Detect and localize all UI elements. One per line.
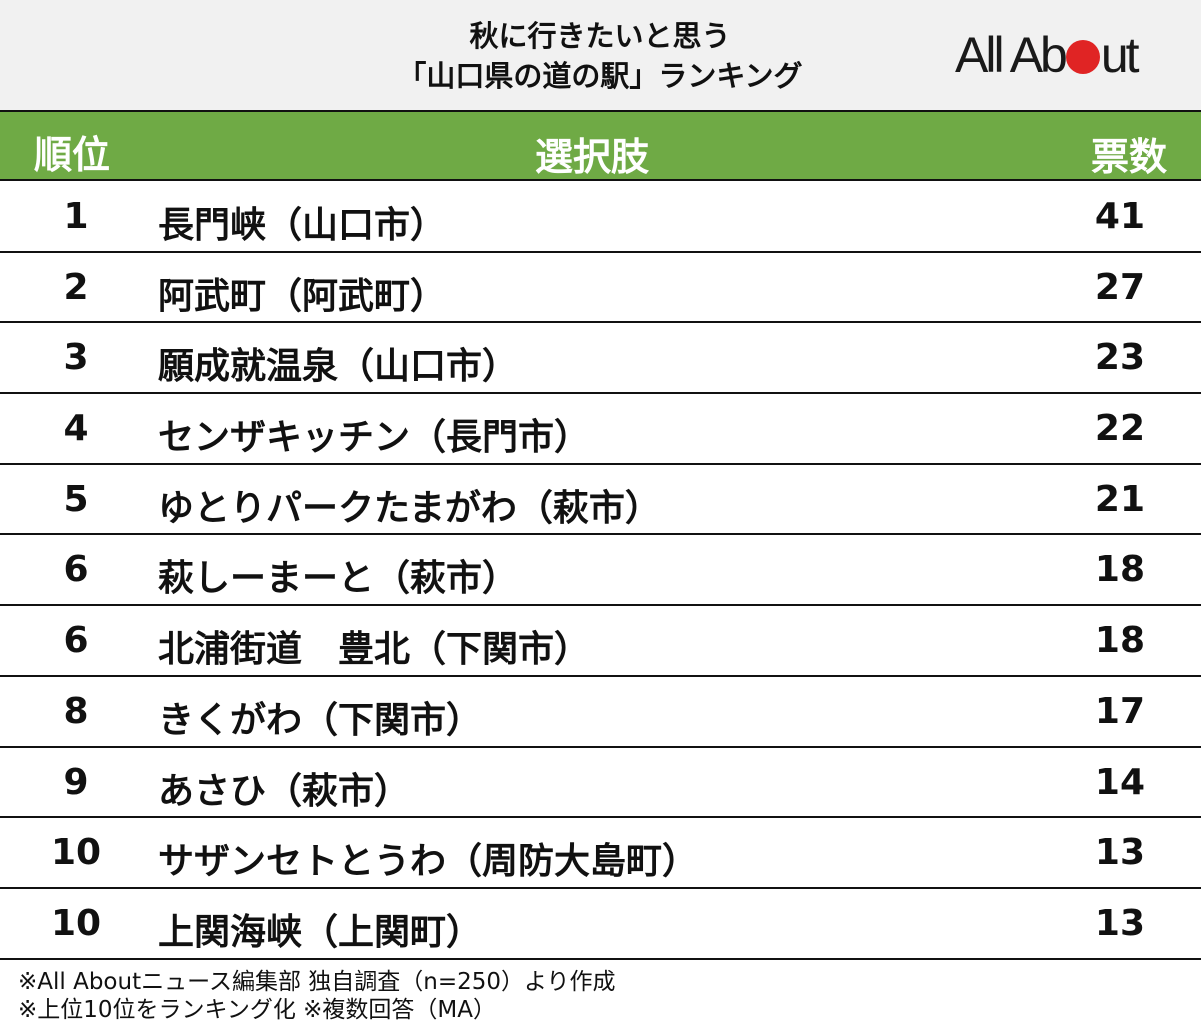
column-header-rank: 順位 [34,133,111,177]
table-row: 3 願成就温泉（山口市） 23 [0,323,1201,395]
choice-cell: サザンセトとうわ（周防大島町） [158,841,699,883]
rank-cell: 5 [63,478,89,520]
title-area: 秋に行きたいと思う 「山口県の道の駅」ランキング All Ab ut [0,0,1201,110]
table-row: 10 サザンセトとうわ（周防大島町） 13 [0,818,1201,889]
column-header-choice: 選択肢 [535,135,650,179]
table-row: 9 あさひ（萩市） 14 [0,748,1201,819]
votes-cell: 21 [1094,478,1145,520]
votes-cell: 22 [1094,408,1145,450]
table-row: 1 長門峡（山口市） 41 [0,182,1201,253]
rank-cell: 8 [63,690,89,732]
choice-cell: 上関海峡（上関町） [158,911,483,953]
footnote-source: ※All Aboutニュース編集部 独自調査（n=250）より作成 [18,969,616,995]
table-row: 2 阿武町（阿武町） 27 [0,253,1201,324]
rank-cell: 10 [50,902,102,944]
title-line-2: 「山口県の道の駅」ランキング [397,59,803,93]
choice-cell: 萩しーまーと（萩市） [158,558,519,600]
chart-title: 秋に行きたいと思う 「山口県の道の駅」ランキング [300,16,900,96]
table-header: 順位 選択肢 票数 [0,110,1201,181]
allabout-logo: All Ab ut [955,27,1140,83]
choice-cell: センザキッチン（長門市） [158,417,591,459]
choice-cell: ゆとりパークたまがわ（萩市） [158,487,661,529]
votes-cell: 41 [1094,196,1145,237]
choice-cell: 阿武町（阿武町） [158,275,447,317]
choice-cell: 長門峡（山口市） [158,205,447,246]
table-row: 10 上関海峡（上関町） 13 [0,889,1201,960]
choice-cell: きくがわ（下関市） [158,699,483,741]
choice-cell: 願成就温泉（山口市） [158,346,519,388]
logo-red-dot-icon [1065,40,1100,74]
rank-cell: 10 [50,832,102,874]
votes-cell: 27 [1094,266,1145,308]
votes-cell: 17 [1094,690,1145,732]
votes-cell: 13 [1094,902,1145,944]
footnote-method: ※上位10位をランキング化 ※複数回答（MA） [18,997,497,1023]
votes-cell: 23 [1094,337,1145,379]
rank-cell: 2 [63,266,89,308]
rank-cell: 3 [63,337,89,379]
footnotes: ※All Aboutニュース編集部 独自調査（n=250）より作成 ※上位10位… [18,968,616,1024]
votes-cell: 14 [1094,761,1145,803]
table-row: 6 北浦街道 豊北（下関市） 18 [0,606,1201,677]
rank-cell: 6 [63,620,89,662]
rank-cell: 6 [63,549,89,591]
votes-cell: 13 [1094,832,1145,874]
votes-cell: 18 [1094,620,1145,662]
table-row: 4 センザキッチン（長門市） 22 [0,394,1201,465]
table-row: 6 萩しーまーと（萩市） 18 [0,535,1201,607]
title-line-1: 秋に行きたいと思う [469,19,731,53]
logo-text-start: All Ab [955,27,1068,83]
rank-cell: 1 [63,196,89,237]
column-header-votes: 票数 [1090,135,1167,179]
votes-cell: 18 [1094,549,1145,591]
logo-text-end: ut [1100,27,1140,83]
choice-cell: あさひ（萩市） [158,770,411,812]
rank-cell: 9 [63,761,89,803]
table-row: 5 ゆとりパークたまがわ（萩市） 21 [0,465,1201,536]
choice-cell: 北浦街道 豊北（下関市） [158,629,591,671]
table-row: 8 きくがわ（下関市） 17 [0,677,1201,748]
rank-cell: 4 [63,408,89,450]
table-body: 1 長門峡（山口市） 41 2 阿武町（阿武町） 27 3 願成就温泉（山口市） 23 4 セ… [0,182,1201,960]
